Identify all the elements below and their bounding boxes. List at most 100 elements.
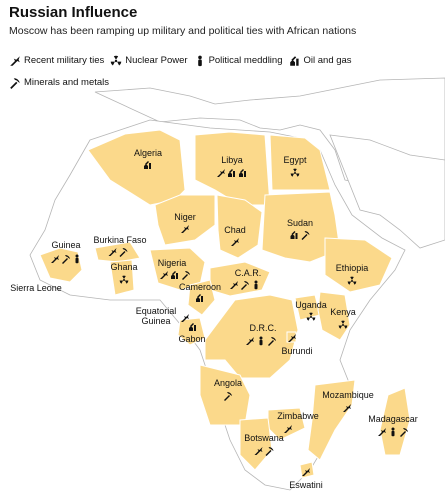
pickaxe-icon: [223, 391, 233, 401]
legend-label: Nuclear Power: [125, 55, 188, 66]
country-label-nigeria: Nigeria: [157, 258, 187, 268]
country-label-ethiopia: Ethiopia: [335, 263, 369, 273]
country-shape-botswana: [239, 417, 273, 471]
pickaxe-icon: [61, 254, 71, 264]
jet-icon: [108, 247, 118, 257]
legend-label: Oil and gas: [303, 55, 352, 66]
country-label-angola: Angola: [213, 378, 243, 388]
legend-item-nuclear: Nuclear Power: [110, 52, 188, 70]
country-shape-egypt: [269, 134, 331, 191]
country-label-mozambique: Mozambique: [322, 390, 374, 400]
country-ties-c-a-r: [229, 280, 261, 290]
country-ties-botswana: [254, 446, 275, 456]
person-icon: [194, 55, 206, 67]
country-shape-libya: [194, 131, 271, 206]
pickaxe-icon: [301, 230, 311, 240]
country-shape-chad: [216, 194, 263, 259]
jet-icon: [342, 403, 352, 413]
country-label-burundi: Burundi: [281, 346, 313, 356]
country-ties-algeria: [143, 160, 153, 170]
legend-item-minerals: Minerals and metals: [9, 74, 109, 92]
country-ties-ethiopia: [347, 276, 357, 286]
country-ties-uganda: [306, 312, 316, 322]
country-label-sierra-leone: Sierra Leone: [10, 283, 62, 293]
person-icon: [72, 254, 82, 264]
jet-icon: [287, 333, 297, 343]
oil-pump-icon: [195, 293, 205, 303]
jet-icon: [283, 424, 293, 434]
country-ties-chad: [230, 237, 240, 247]
country-shape-algeria: [87, 129, 186, 206]
person-icon: [388, 427, 398, 437]
legend-item-political: Political meddling: [194, 52, 283, 70]
pickaxe-icon: [399, 427, 409, 437]
country-shape-guinea: [39, 247, 83, 283]
jet-icon: [229, 280, 239, 290]
jet-icon: [230, 237, 240, 247]
country-shape-drc: [204, 294, 299, 379]
oil-pump-icon: [170, 270, 180, 280]
legend-item-oil: Oil and gas: [289, 52, 352, 70]
country-ties-d-r-c: [245, 336, 277, 346]
page-subtitle: Moscow has been ramping up military and …: [9, 25, 357, 37]
country-label-uganda: Uganda: [295, 300, 327, 310]
radiation-icon: [290, 168, 300, 178]
country-ties-ghana: [119, 275, 129, 285]
legend-label: Minerals and metals: [24, 77, 110, 88]
jet-icon: [159, 270, 169, 280]
country-label-equatorial-guinea: Equatorial Guinea: [135, 306, 177, 326]
oil-pump-icon: [290, 230, 300, 240]
country-ties-libya: [216, 168, 248, 178]
country-ties-guinea: [50, 254, 82, 264]
radiation-icon: [347, 276, 357, 286]
country-label-eswatini: Eswatini: [289, 480, 323, 490]
country-label-zimbabwe: Zimbabwe: [277, 411, 319, 421]
jet-icon: [301, 467, 311, 477]
person-icon: [251, 280, 261, 290]
jet-icon: [377, 427, 387, 437]
country-label-sudan: Sudan: [286, 218, 314, 228]
jet-icon: [180, 224, 190, 234]
country-ties-kenya: [338, 320, 348, 330]
pickaxe-icon: [119, 247, 129, 257]
country-ties-eswatini: [301, 467, 311, 477]
country-shape-ethiopia: [324, 237, 393, 293]
country-ties-mozambique: [342, 403, 352, 413]
country-shape-kenya: [317, 291, 351, 341]
country-label-cameroon: Cameroon: [178, 282, 222, 292]
country-label-algeria: Algeria: [133, 148, 163, 158]
pickaxe-icon: [240, 280, 250, 290]
country-label-kenya: Kenya: [330, 307, 356, 317]
radiation-icon: [119, 275, 129, 285]
country-ties-gabon: [188, 322, 198, 332]
highlighted-countries: [39, 129, 411, 479]
person-icon: [256, 336, 266, 346]
country-ties-nigeria: [159, 270, 191, 280]
legend-label: Political meddling: [208, 55, 283, 66]
jet-icon: [216, 168, 226, 178]
country-label-c-a-r: C.A.R.: [234, 268, 262, 278]
country-shape-mozambique: [307, 379, 356, 461]
country-shape-gabon: [177, 317, 206, 346]
country-label-guinea: Guinea: [51, 240, 81, 250]
oil-pump-icon: [188, 322, 198, 332]
country-label-gabon: Gabon: [178, 334, 206, 344]
jet-icon: [9, 55, 21, 67]
radiation-icon: [306, 312, 316, 322]
country-ties-burkina-faso: [108, 247, 129, 257]
country-ties-burundi: [287, 333, 297, 343]
radiation-icon: [110, 55, 122, 67]
oil-pump-icon: [227, 168, 237, 178]
country-label-burkina-faso: Burkina Faso: [93, 235, 147, 245]
country-ties-zimbabwe: [283, 424, 293, 434]
country-shape-madagascar: [379, 387, 411, 456]
country-shape-niger: [154, 194, 216, 246]
country-ties-niger: [180, 224, 190, 234]
surrounding-land: [94, 77, 445, 249]
pickaxe-icon: [265, 446, 275, 456]
jet-icon: [50, 254, 60, 264]
country-ties-madagascar: [377, 427, 409, 437]
country-shape-ghana: [109, 259, 135, 296]
country-label-botswana: Botswana: [244, 433, 284, 443]
